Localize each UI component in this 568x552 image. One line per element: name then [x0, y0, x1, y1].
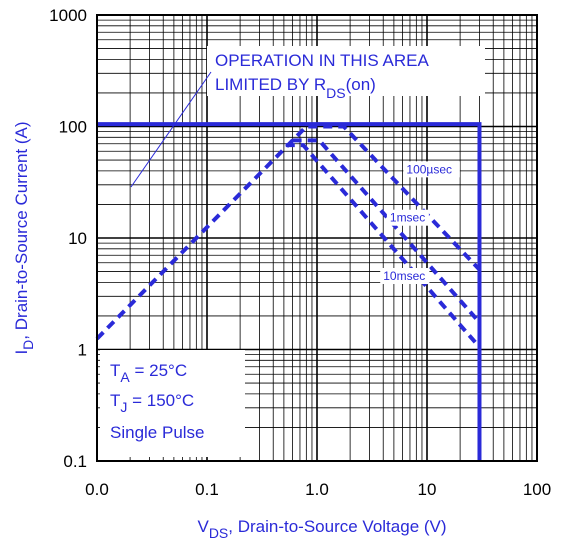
series-label-background: [386, 209, 429, 226]
x-axis-title: VDS, Drain-to-Source Voltage (V): [197, 517, 446, 541]
annotation-line-1: OPERATION IN THIS AREA: [215, 51, 429, 70]
annotation-leader-line: [130, 71, 212, 188]
y-axis-title: ID, Drain-to-Source Current (A): [12, 121, 36, 354]
x-tick-label: 0.0: [85, 480, 109, 499]
condition-ta: TA = 25°C: [110, 361, 187, 385]
plot-frame: [96, 14, 538, 462]
annotation-line-2: LIMITED BY RDS(on): [215, 75, 376, 101]
condition-pulse: Single Pulse: [110, 423, 205, 442]
x-tick-label: 10: [418, 480, 437, 499]
conditions-background: [100, 350, 245, 457]
series-line-1: [95, 124, 481, 341]
x-tick-label: 100: [523, 480, 551, 499]
y-tick-label: 0.1: [63, 452, 87, 471]
series-line-2: [292, 138, 481, 324]
series-label-background: [403, 161, 460, 178]
y-tick-label: 10: [68, 229, 87, 248]
y-tick-label: 1: [78, 341, 87, 360]
series-label-background: [380, 268, 430, 285]
annotation-background: [207, 46, 485, 96]
y-tick-label: 1000: [49, 6, 87, 25]
x-tick-label: 0.1: [195, 480, 219, 499]
curve-layer: 100µsec 1msec 10msec: [95, 122, 482, 461]
tick-layer: 0.0 0.1 1.0 10 100 0.1 1 10 100 1000: [49, 6, 551, 499]
soa-boundary-line: [97, 122, 482, 461]
condition-tj: TJ = 150°C: [110, 391, 194, 415]
series-label-1: 100µsec: [406, 162, 452, 176]
series-label-2: 1msec: [390, 211, 425, 225]
series-label-3: 10msec: [383, 269, 425, 283]
y-tick-label: 100: [59, 118, 87, 137]
x-tick-label: 1.0: [305, 480, 329, 499]
